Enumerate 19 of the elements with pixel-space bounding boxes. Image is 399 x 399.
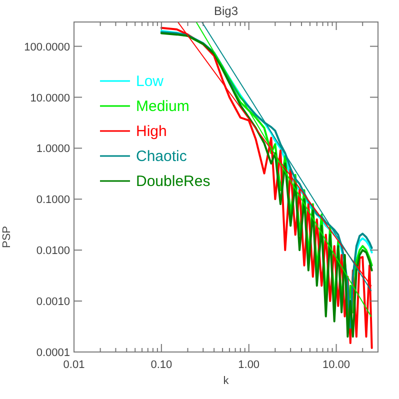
legend-label: DoubleRes <box>136 173 210 190</box>
x-tick-label: 0.10 <box>150 359 172 371</box>
legend-label: Medium <box>136 98 190 115</box>
legend-label: High <box>136 123 167 140</box>
y-tick-label: 1.0000 <box>36 143 70 156</box>
y-tick-label: 0.0100 <box>36 245 70 258</box>
y-tick-label: 0.0010 <box>36 296 70 308</box>
x-tick-label: 10.00 <box>322 359 350 371</box>
legend-label: Low <box>136 73 164 90</box>
y-axis-title: PSP <box>1 226 13 248</box>
y-tick-label: 0.1000 <box>36 194 70 206</box>
x-tick-label: 1.00 <box>238 359 260 371</box>
x-axis-title: k <box>223 375 230 387</box>
legend-label: Chaotic <box>136 148 188 165</box>
y-tick-label: 100.0000 <box>24 41 70 54</box>
x-tick-label: 0.01 <box>63 359 85 371</box>
y-tick-label: 0.0001 <box>36 347 70 359</box>
y-tick-label: 10.0000 <box>30 92 70 104</box>
chart-title: Big3 <box>214 4 238 18</box>
